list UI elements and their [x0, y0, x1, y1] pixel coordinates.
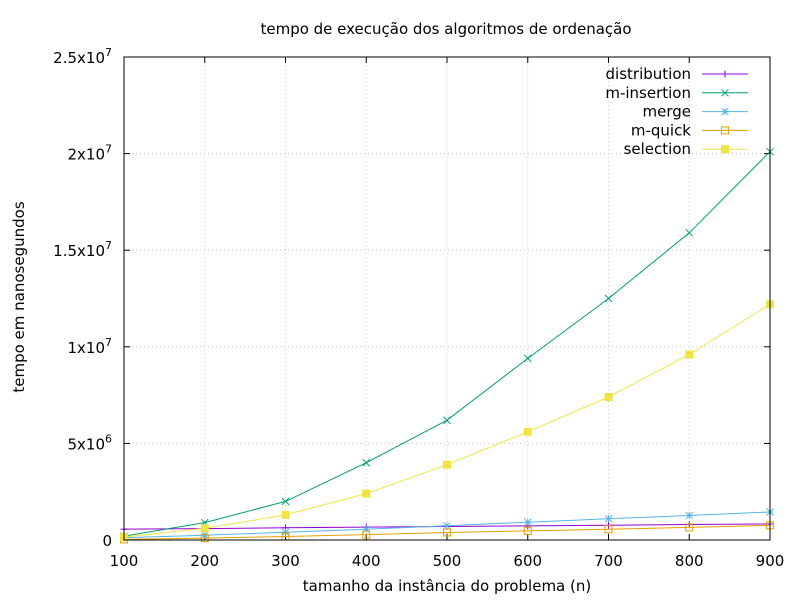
legend-label: merge [643, 103, 692, 121]
data-point [604, 525, 613, 534]
data-point [443, 521, 451, 530]
data-point [200, 531, 209, 540]
data-point [523, 354, 532, 363]
x-tick-label: 900 [756, 552, 785, 570]
legend-item: m-quick [631, 121, 748, 139]
data-point [362, 530, 371, 539]
data-point [200, 534, 209, 543]
data-point [604, 393, 613, 402]
data-point [362, 525, 371, 534]
data-point [200, 524, 209, 533]
data-point [685, 228, 694, 237]
legend-item: merge [643, 103, 748, 121]
data-point [721, 126, 729, 135]
legend-item: distribution [606, 65, 748, 83]
data-point [443, 460, 451, 469]
y-tick-label: 0 [102, 532, 112, 550]
series-line [123, 524, 771, 540]
legend-label: m-quick [631, 121, 691, 139]
x-tick-label: 300 [271, 552, 300, 570]
data-point [604, 294, 613, 303]
x-tick-label: 600 [513, 552, 542, 570]
data-point [721, 88, 729, 97]
series-m-insertion [120, 147, 774, 540]
x-axis-label: tamanho da instância do problema (n) [303, 577, 591, 595]
data-point [281, 510, 290, 519]
data-point [685, 350, 694, 359]
legend-item: m-insertion [605, 84, 748, 102]
data-point [685, 511, 694, 520]
y-tick-label: 2x107 [67, 143, 112, 164]
legend-label: m-insertion [605, 84, 691, 102]
data-point [721, 70, 729, 78]
data-point [523, 427, 532, 436]
y-tick-label: 1x107 [67, 336, 112, 357]
data-point [443, 528, 451, 537]
plot-area-frame [123, 56, 771, 541]
data-series [120, 147, 774, 544]
x-tick-label: 700 [594, 552, 623, 570]
x-tick-label: 200 [190, 552, 219, 570]
x-tick-label: 400 [352, 552, 381, 570]
data-point [523, 526, 532, 535]
data-point [685, 523, 694, 532]
grid-lines [124, 57, 770, 540]
axis-ticks: 100 200 300 400 500 600 700 800 900 0 5x106 1x107 1.… [53, 46, 784, 570]
data-point [362, 458, 371, 467]
y-axis-label: tempo em nanosegundos [10, 201, 28, 392]
y-tick-label: 5x106 [67, 432, 112, 453]
legend-label: distribution [606, 65, 691, 83]
series-merge [120, 508, 774, 542]
data-point [604, 514, 613, 523]
x-tick-label: 500 [433, 552, 462, 570]
data-point [685, 521, 693, 529]
y-tick-label: 1.5x107 [53, 239, 112, 260]
data-point [281, 528, 290, 537]
legend-label: selection [624, 140, 691, 158]
data-point [721, 145, 729, 154]
data-point [721, 107, 729, 116]
y-tick-label: 2.5x107 [53, 46, 112, 67]
data-point [362, 489, 371, 498]
data-point [523, 518, 532, 527]
chart-title: tempo de execução dos algoritmos de orde… [260, 20, 631, 38]
data-point [443, 416, 451, 425]
legend: distributionm-insertionmergem-quickselec… [605, 65, 748, 158]
legend-item: selection [624, 140, 748, 158]
x-tick-label: 800 [675, 552, 704, 570]
x-tick-label: 100 [110, 552, 139, 570]
data-point [281, 497, 290, 506]
